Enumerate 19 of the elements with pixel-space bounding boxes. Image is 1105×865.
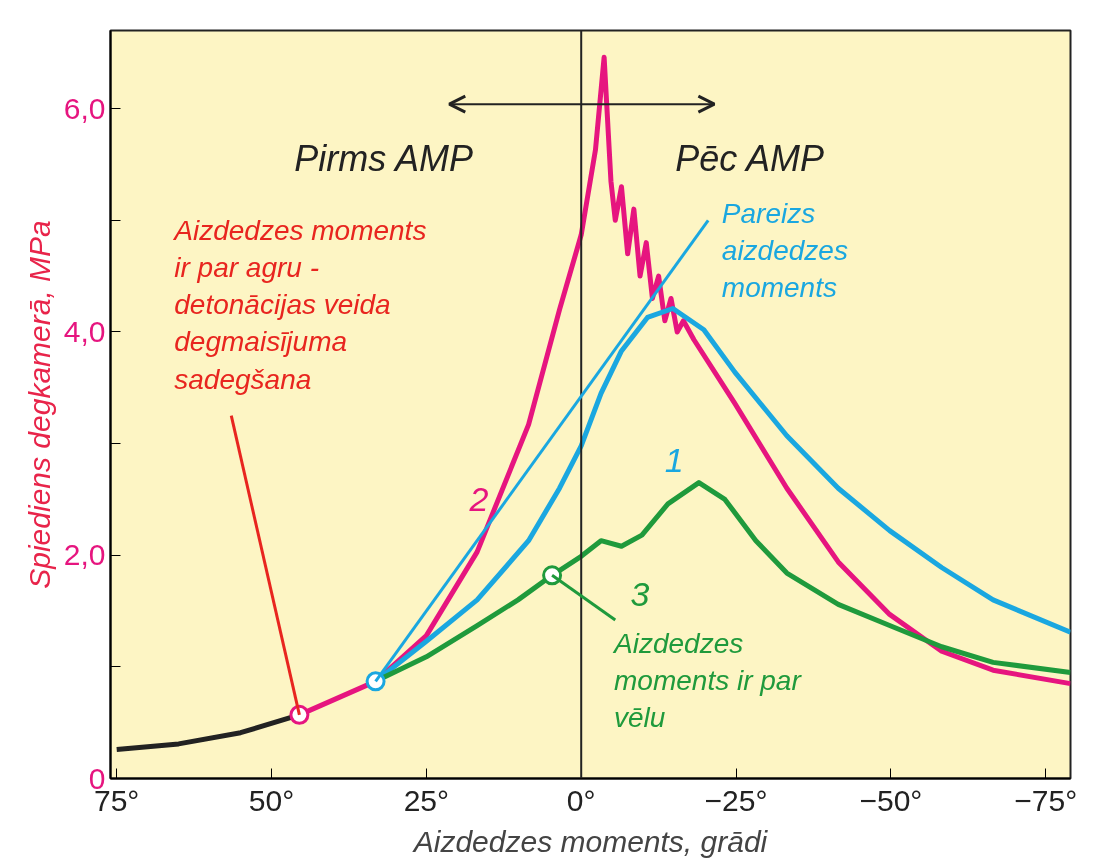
annotation: 2: [468, 479, 489, 518]
x-axis-title: Aizdedzes moments, grādi: [411, 824, 769, 858]
annotation: Aizdedzes moments ir par vēlu: [612, 627, 803, 734]
x-tick-label: 50°: [248, 783, 295, 817]
x-tick-label: 0°: [566, 783, 596, 817]
x-tick-label: 25°: [403, 783, 450, 817]
y-axis-title: Spiediens degkamerā, MPa: [22, 220, 56, 589]
annotation: Pirms AMP: [294, 138, 473, 180]
annotation: Aizdedzes moments ir par agru - detonācijas veida degmaisījuma sadegšana: [172, 214, 427, 395]
annotation: 3: [630, 574, 650, 613]
y-tick-label: 4,0: [63, 314, 106, 348]
annotation: Pareizs aizdedzes moments: [721, 197, 848, 304]
annotation: 1: [664, 440, 684, 479]
x-tick-label: −75°: [1014, 783, 1078, 817]
y-tick-label: 2,0: [63, 538, 106, 572]
y-tick-label: 6,0: [63, 91, 106, 125]
x-tick-label: −50°: [859, 783, 923, 817]
annotation: Pēc AMP: [675, 138, 824, 180]
x-tick-label: −25°: [704, 783, 768, 817]
